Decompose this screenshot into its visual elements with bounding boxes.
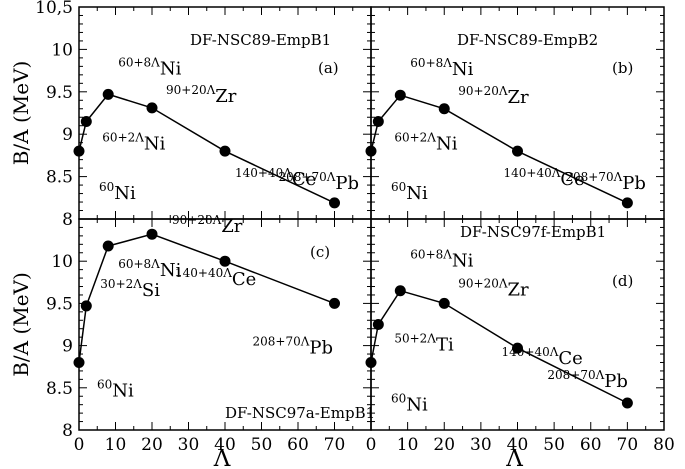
nucleus-label: 90+20ΛZr	[458, 84, 529, 108]
x-tick-label: 20	[433, 435, 455, 455]
data-point	[80, 300, 92, 312]
nucleus-label: 60+8ΛNi	[410, 248, 473, 272]
data-point	[329, 297, 340, 309]
y-tick-label: 10	[51, 40, 73, 60]
y-tick-label: 10,5	[35, 0, 73, 18]
panel-title: DF-NSC89-EmpB1	[190, 31, 331, 49]
nucleus-label: 60+8ΛNi	[410, 56, 473, 80]
x-tick-label: 0	[74, 435, 85, 455]
nucleus-label: 208+70ΛPb	[253, 334, 334, 358]
data-point	[102, 88, 114, 100]
nucleus-label: 140+40ΛCe	[504, 166, 585, 190]
panel-title: DF-NSC97a-EmpB1	[225, 404, 375, 422]
x-tick-label: 0	[366, 435, 377, 455]
y-tick-label: 8.5	[46, 379, 73, 399]
x-tick-label: 50	[543, 435, 565, 455]
nucleus-label: 208+70ΛPb	[565, 170, 646, 194]
x-axis-label: Λ	[213, 446, 231, 469]
nucleus-label: 50+2ΛTi	[394, 332, 454, 356]
y-tick-label: 9.5	[46, 83, 73, 103]
nucleus-label: 60+8ΛNi	[118, 55, 181, 79]
nucleus-label: 140+40ΛCe	[175, 266, 256, 290]
panel-label: (a)	[318, 59, 339, 77]
nucleus-label: 60+8ΛNi	[118, 257, 181, 281]
nucleus-label: 60Ni	[97, 377, 134, 401]
y-tick-label: 8	[62, 421, 73, 441]
nucleus-label: 208+70ΛPb	[279, 170, 360, 194]
data-point	[438, 297, 450, 309]
y-axis-label: B/A (MeV)	[9, 61, 33, 166]
data-point	[394, 285, 406, 297]
y-tick-label: 9.5	[46, 294, 73, 314]
x-tick-label: 40	[214, 435, 236, 455]
panel-label: (c)	[310, 243, 330, 261]
data-point	[512, 342, 523, 354]
nucleus-label: 30+2ΛSi	[100, 277, 160, 301]
x-tick-label: 30	[470, 435, 492, 455]
data-point	[73, 356, 85, 368]
panel-b: 60Ni 60+2ΛNi 60+8ΛNi 90+20ΛZr 140+40ΛCe208+7…	[365, 6, 665, 220]
data-point	[219, 145, 231, 157]
nucleus-label: 90+20ΛZr	[172, 213, 243, 237]
nucleus-label: 140+40ΛCe	[235, 166, 316, 190]
data-point	[512, 145, 523, 157]
y-tick-label: 9	[62, 125, 73, 145]
nucleus-label: 60Ni	[99, 180, 136, 204]
data-point	[365, 145, 377, 157]
data-point	[438, 103, 450, 115]
data-point	[329, 197, 340, 209]
x-tick-label: 50	[251, 435, 273, 455]
data-point	[372, 115, 384, 127]
y-tick-label: 9	[62, 337, 73, 357]
data-point	[365, 356, 377, 368]
nucleus-label: 60+2ΛNi	[394, 130, 457, 154]
x-tick-label: 30	[178, 435, 200, 455]
panel-label: (b)	[612, 59, 633, 77]
nucleus-label: 140+40ΛCe	[502, 345, 583, 369]
x-tick-label: 10	[397, 435, 419, 455]
panel-d: 0 10 20 30 40 50 60 70 80 Λ 60Ni 50+2ΛTi 60+8ΛNi 90+2…	[365, 218, 675, 469]
data-point	[394, 89, 406, 101]
panel-title: DF-NSC89-EmpB2	[457, 31, 598, 49]
x-tick-label: 60	[287, 435, 309, 455]
data-point	[146, 228, 158, 240]
data-point	[146, 102, 158, 114]
data-point	[80, 115, 92, 127]
panel-title: DF-NSC97f-EmpB1	[460, 223, 606, 241]
x-tick-label: 70	[617, 435, 639, 455]
data-point	[372, 319, 384, 330]
x-tick-label: 60	[580, 435, 602, 455]
nucleus-label: 90+20ΛZr	[458, 276, 529, 300]
y-axis-label: B/A (MeV)	[9, 272, 33, 377]
y-tick-label: 8.5	[46, 168, 73, 188]
panel-a: 8 8.5 9 9.5 10 10,5 B/A (MeV) 60Ni 60+2ΛNi 60+8ΛN…	[9, 0, 372, 230]
nucleus-label: 208+70ΛPb	[547, 368, 628, 392]
x-tick-label: 40	[507, 435, 529, 455]
nucleus-label: 90+20ΛZr	[166, 83, 237, 107]
data-point	[219, 255, 231, 267]
data-point	[102, 240, 114, 252]
nucleus-label: 60+2ΛNi	[102, 130, 165, 154]
data-point	[621, 397, 633, 409]
series-line	[78, 233, 335, 363]
nucleus-label: 60Ni	[391, 180, 428, 204]
data-point	[621, 197, 633, 209]
x-tick-label: 10	[105, 435, 127, 455]
series-line	[370, 289, 628, 404]
panel-label: (d)	[612, 272, 633, 290]
x-tick-label: 20	[141, 435, 163, 455]
y-tick-label: 8	[62, 210, 73, 230]
data-point	[73, 145, 85, 157]
x-tick-label: 80	[653, 435, 675, 455]
panel-c: 8 8.5 9 9.5 10 0 10 20 30 40 50 60 70 B/A (MeV) Λ 60Ni 3…	[9, 213, 375, 469]
y-tick-label: 10	[51, 252, 73, 272]
x-tick-label: 70	[324, 435, 346, 455]
x-axis-label: Λ	[505, 446, 523, 469]
nucleus-label: 60Ni	[391, 391, 428, 415]
